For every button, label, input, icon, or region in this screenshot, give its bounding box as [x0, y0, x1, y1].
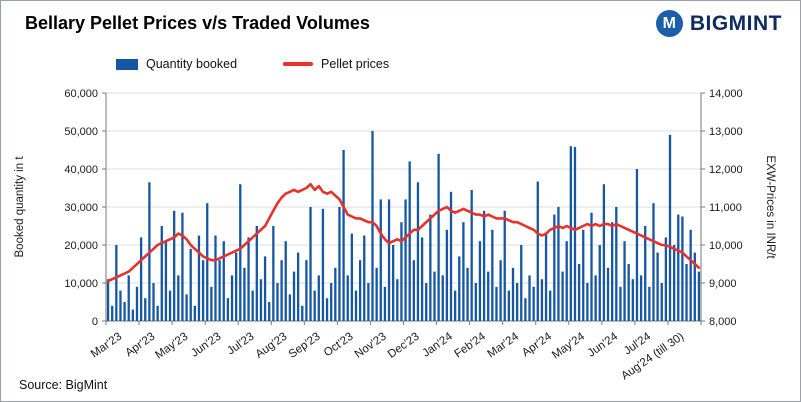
- svg-text:Apr'23: Apr'23: [123, 331, 157, 360]
- svg-text:Mar'24: Mar'24: [486, 330, 522, 360]
- svg-text:Aug'23: Aug'23: [254, 331, 290, 361]
- svg-text:Sep'23: Sep'23: [287, 331, 323, 361]
- svg-text:Mar'23: Mar'23: [89, 331, 124, 361]
- svg-text:Apr'24: Apr'24: [520, 330, 554, 359]
- svg-text:10,000: 10,000: [64, 278, 98, 290]
- svg-text:8,000: 8,000: [709, 316, 737, 328]
- legend-label: Quantity booked: [146, 57, 238, 71]
- right-axis-title: EXW-Prices in INR/t: [764, 155, 776, 259]
- source-note: Source: BigMint: [19, 378, 108, 392]
- svg-text:Jun'23: Jun'23: [189, 331, 223, 360]
- bar-swatch-icon: [116, 58, 138, 70]
- svg-text:Nov'23: Nov'23: [353, 331, 389, 361]
- svg-text:Feb'24: Feb'24: [452, 330, 488, 360]
- line-swatch-icon: [283, 62, 314, 66]
- svg-text:Jun'24: Jun'24: [586, 330, 621, 359]
- svg-text:Dec'23: Dec'23: [386, 331, 422, 361]
- bigmint-logo: M BIGMINT: [655, 10, 782, 37]
- svg-text:Jul'23: Jul'23: [225, 331, 256, 358]
- svg-text:50,000: 50,000: [64, 126, 98, 138]
- svg-text:13,000: 13,000: [709, 126, 743, 138]
- svg-text:12,000: 12,000: [709, 164, 743, 176]
- svg-text:0: 0: [92, 316, 98, 328]
- svg-text:May'23: May'23: [153, 331, 190, 362]
- chart-legend: Quantity booked Pellet prices: [116, 57, 389, 71]
- bigmint-logo-icon: M: [655, 10, 683, 37]
- legend-item-pellet-prices: Pellet prices: [283, 57, 389, 71]
- legend-label: Pellet prices: [321, 57, 390, 71]
- svg-text:11,000: 11,000: [709, 202, 742, 214]
- left-axis-title: Booked quantity in t: [14, 156, 26, 258]
- legend-item-quantity-booked: Quantity booked: [116, 57, 237, 71]
- svg-text:60,000: 60,000: [64, 88, 98, 100]
- svg-text:9,000: 9,000: [709, 278, 737, 290]
- svg-text:14,000: 14,000: [709, 88, 743, 100]
- svg-text:20,000: 20,000: [64, 240, 98, 252]
- page-title: Bellary Pellet Prices v/s Traded Volumes: [25, 13, 370, 33]
- svg-text:10,000: 10,000: [709, 240, 743, 252]
- svg-text:30,000: 30,000: [64, 202, 98, 214]
- svg-text:Oct'23: Oct'23: [322, 331, 356, 360]
- svg-text:May'24: May'24: [550, 330, 587, 361]
- bigmint-logo-text: BIGMINT: [689, 11, 782, 35]
- svg-text:40,000: 40,000: [64, 164, 98, 176]
- svg-text:Jan'24: Jan'24: [420, 330, 455, 359]
